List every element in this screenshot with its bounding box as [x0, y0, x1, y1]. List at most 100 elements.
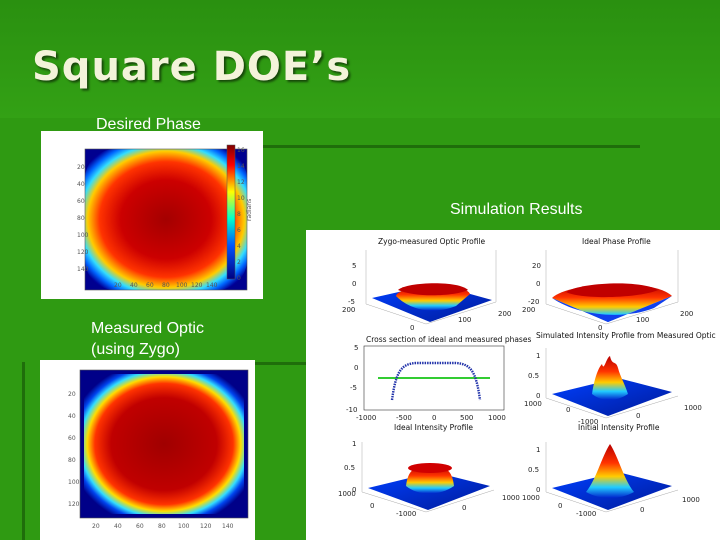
svg-text:-1000: -1000 — [576, 510, 596, 518]
svg-text:-10: -10 — [346, 406, 357, 414]
svg-text:0.5: 0.5 — [344, 464, 355, 472]
svg-text:1000: 1000 — [488, 414, 506, 422]
svg-text:20: 20 — [532, 262, 541, 270]
desired-phase-panel: 20 40 60 80 100 120 140 20 40 60 80 100 … — [41, 131, 263, 299]
cross-measured-line — [390, 361, 482, 401]
plot-ideal-phase-z-ticks: 20 0 -20 — [528, 262, 541, 306]
plot-cross-y-ticks: 5 0 -5 -10 — [346, 344, 358, 414]
svg-text:120: 120 — [77, 249, 89, 256]
measured-optic-heatmap: 20 40 60 80 100 120 140 20 40 60 80 100 … — [68, 369, 249, 530]
plot-title-cross-section: Cross section of ideal and measured phas… — [366, 335, 531, 344]
svg-text:0: 0 — [354, 364, 358, 372]
svg-text:1000: 1000 — [338, 490, 356, 498]
svg-text:0: 0 — [462, 504, 466, 512]
svg-text:80: 80 — [162, 282, 170, 289]
svg-text:60: 60 — [146, 282, 154, 289]
svg-text:0: 0 — [370, 502, 374, 510]
decor-rule-top — [260, 145, 640, 148]
svg-text:1000: 1000 — [522, 494, 540, 502]
svg-text:1000: 1000 — [502, 494, 520, 502]
measured-x-ticks: 20 40 60 80 100 120 140 — [92, 523, 234, 530]
plot-ideal-phase-surface — [545, 250, 679, 325]
svg-text:2: 2 — [237, 259, 241, 266]
svg-text:100: 100 — [178, 523, 190, 530]
svg-text:20: 20 — [68, 391, 76, 398]
svg-text:0: 0 — [598, 324, 602, 332]
svg-text:14: 14 — [237, 163, 245, 170]
svg-text:1: 1 — [536, 352, 540, 360]
svg-text:0: 0 — [636, 412, 640, 420]
svg-text:0: 0 — [352, 486, 356, 494]
svg-text:200: 200 — [680, 310, 693, 318]
plot-title-initial-intensity: Initial Intensity Profile — [578, 423, 660, 432]
svg-text:1000: 1000 — [684, 404, 702, 412]
svg-text:1: 1 — [536, 446, 540, 454]
plot-initial-intensity-base-ticks: 1000 0 -1000 0 1000 — [522, 494, 700, 518]
decor-rule-left — [22, 362, 25, 540]
plot-title-simulated-intensity: Simulated Intensity Profile from Measure… — [536, 331, 716, 340]
svg-text:-5: -5 — [348, 298, 355, 306]
svg-text:4: 4 — [237, 243, 241, 250]
svg-text:60: 60 — [77, 198, 85, 205]
label-measured-optic: Measured Optic (using Zygo) — [91, 320, 204, 358]
svg-text:10: 10 — [237, 195, 245, 202]
colorbar-label: radians — [246, 199, 253, 221]
svg-text:0: 0 — [536, 392, 540, 400]
svg-text:40: 40 — [114, 523, 122, 530]
svg-text:200: 200 — [498, 310, 511, 318]
plot-cross-x-ticks: -1000 -500 0 500 1000 — [356, 414, 506, 422]
svg-text:80: 80 — [68, 457, 76, 464]
svg-text:100: 100 — [68, 479, 80, 486]
svg-text:80: 80 — [77, 215, 85, 222]
plot-title-ideal-intensity: Ideal Intensity Profile — [394, 423, 473, 432]
plot-ideal-intensity-z-ticks: 1 0.5 0 — [344, 440, 356, 494]
svg-text:80: 80 — [158, 523, 166, 530]
desired-x-ticks: 20 40 60 80 100 120 140 — [114, 282, 218, 289]
plot-title-ideal-phase: Ideal Phase Profile — [582, 237, 651, 246]
svg-text:60: 60 — [68, 435, 76, 442]
svg-text:40: 40 — [130, 282, 138, 289]
desired-square — [85, 149, 247, 290]
svg-text:200: 200 — [522, 306, 535, 314]
desired-colorbar — [226, 144, 236, 280]
label-desired-phase: Desired Phase — [96, 116, 201, 133]
svg-text:1: 1 — [352, 440, 356, 448]
svg-text:1000: 1000 — [682, 496, 700, 504]
svg-text:100: 100 — [77, 232, 89, 239]
plot-cross-section — [363, 345, 505, 411]
svg-text:140: 140 — [222, 523, 234, 530]
svg-text:100: 100 — [636, 316, 649, 324]
measured-square — [84, 374, 244, 514]
svg-text:16: 16 — [237, 147, 245, 154]
plot-simulated-intensity-base-ticks: 1000 0 -1000 0 1000 — [524, 400, 702, 426]
svg-text:0: 0 — [432, 414, 436, 422]
plot-simulated-intensity-surface — [545, 348, 679, 419]
desired-axes-frame — [84, 148, 248, 291]
svg-text:100: 100 — [176, 282, 188, 289]
svg-text:0: 0 — [352, 280, 356, 288]
label-simulation-results: Simulation Results — [450, 201, 583, 218]
svg-text:-1000: -1000 — [578, 418, 598, 426]
plot-ideal-intensity-surface — [361, 442, 495, 513]
svg-text:5: 5 — [352, 262, 356, 270]
plot-simulated-intensity-z-ticks: 1 0.5 0 — [528, 352, 540, 400]
desired-colorbar-ticks: 16 14 12 10 8 6 4 2 0 — [237, 147, 245, 282]
plot-title-zygo: Zygo-measured Optic Profile — [378, 237, 486, 246]
desired-phase-heatmap: 20 40 60 80 100 120 140 20 40 60 80 100 … — [77, 144, 253, 291]
svg-text:100: 100 — [458, 316, 471, 324]
svg-text:5: 5 — [354, 344, 358, 352]
svg-text:0: 0 — [410, 324, 414, 332]
svg-text:1000: 1000 — [524, 400, 542, 408]
svg-text:12: 12 — [237, 179, 245, 186]
svg-text:0: 0 — [237, 275, 241, 282]
simulation-results-panel: Zygo-measured Optic Profile 5 0 -5 200 0… — [306, 230, 720, 540]
svg-text:40: 40 — [77, 181, 85, 188]
svg-text:40: 40 — [68, 413, 76, 420]
svg-text:-5: -5 — [350, 384, 357, 392]
plot-ideal-phase-base-ticks: 200 0 100 200 — [522, 306, 693, 332]
svg-text:-500: -500 — [396, 414, 412, 422]
svg-text:20: 20 — [92, 523, 100, 530]
svg-text:8: 8 — [237, 211, 241, 218]
svg-text:-1000: -1000 — [356, 414, 376, 422]
plot-zygo-z-ticks: 5 0 -5 — [348, 262, 356, 306]
